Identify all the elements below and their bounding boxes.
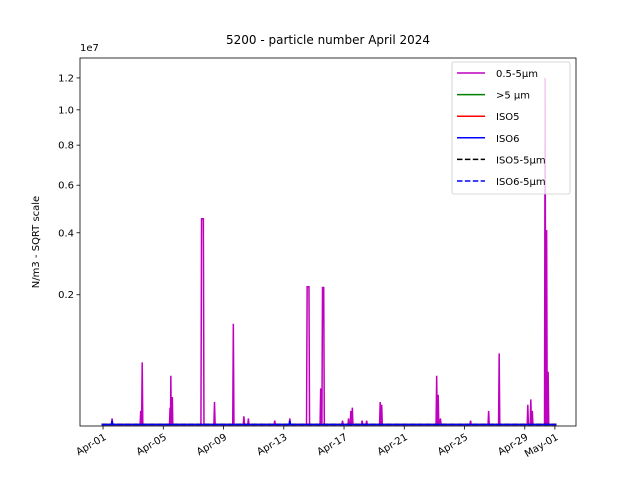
y-tick-label: 0.6 — [58, 181, 74, 192]
y-axis-label: N/m3 - SQRT scale — [31, 196, 42, 288]
y-offset-label: 1e7 — [80, 43, 99, 54]
axes-frame — [79, 57, 577, 427]
legend-label: ISO5-5µm — [496, 155, 546, 166]
y-tick-label: 0.4 — [58, 228, 74, 239]
y-tick-label: 0.8 — [58, 141, 74, 152]
legend-label: ISO6 — [496, 134, 520, 145]
y-tick-label: 1.2 — [58, 73, 74, 84]
legend-label: >5 µm — [496, 91, 530, 102]
legend-label: 0.5-5µm — [496, 69, 538, 80]
y-tick-label: 0.2 — [58, 290, 74, 301]
legend: 0.5-5µm >5 µm ISO5 ISO6 ISO5-5µm ISO6-5µm — [451, 61, 571, 195]
legend-label: ISO6-5µm — [496, 177, 546, 188]
chart-title: 5200 - particle number April 2024 — [226, 33, 430, 47]
legend-box — [451, 61, 571, 195]
plot-area — [101, 77, 557, 426]
legend-label: ISO5 — [496, 112, 520, 123]
y-tick-label: 1.0 — [58, 105, 74, 116]
